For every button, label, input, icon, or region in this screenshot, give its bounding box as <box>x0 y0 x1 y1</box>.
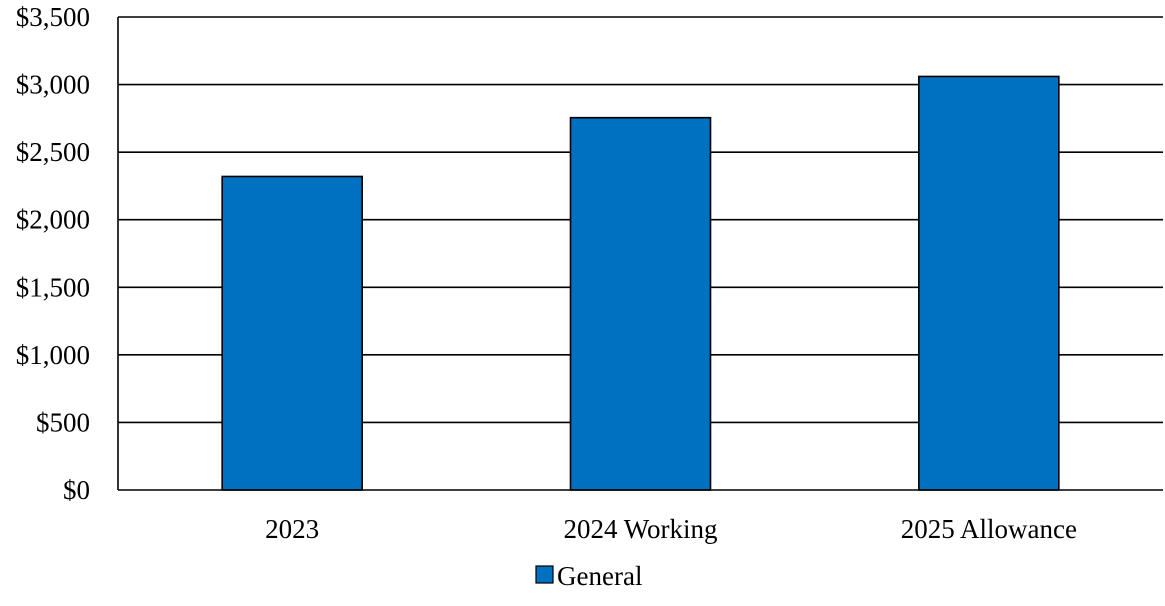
y-tick-label: $3,500 <box>16 2 90 32</box>
legend: General <box>535 561 642 591</box>
y-tick-label: $3,000 <box>16 70 90 100</box>
x-tick-label: 2024 Working <box>563 514 717 544</box>
y-tick-label: $0 <box>63 475 90 505</box>
bar <box>918 75 1060 491</box>
bar <box>221 175 363 491</box>
bars <box>221 75 1060 491</box>
x-tick-labels: 2023 2024 Working 2025 Allowance <box>265 514 1077 544</box>
y-tick-label: $1,500 <box>16 272 90 302</box>
bar <box>569 116 712 491</box>
y-tick-label: $500 <box>36 407 90 437</box>
x-tick-label: 2025 Allowance <box>901 514 1077 544</box>
y-tick-label: $2,000 <box>16 205 90 235</box>
y-tick-label: $2,500 <box>16 137 90 167</box>
y-tick-labels: $0 $500 $1,000 $1,500 $2,000 $2,500 $3,000 $3,5… <box>16 2 90 505</box>
axes <box>117 17 1163 491</box>
x-tick-label: 2023 <box>265 514 319 544</box>
y-tick-label: $1,000 <box>16 340 90 370</box>
legend-label: General <box>557 561 642 591</box>
legend-swatch <box>535 565 554 584</box>
